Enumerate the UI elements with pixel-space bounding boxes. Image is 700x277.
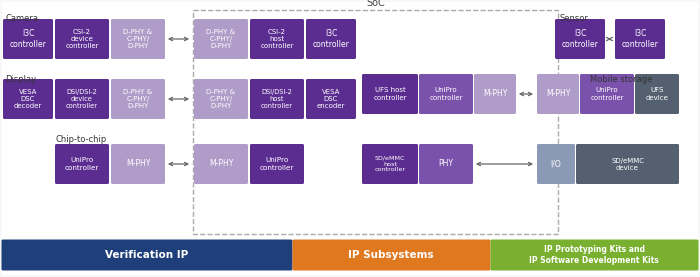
Text: VESA
DSC
encoder: VESA DSC encoder — [317, 89, 345, 109]
FancyBboxPatch shape — [55, 19, 109, 59]
Text: IP Subsystems: IP Subsystems — [348, 250, 434, 260]
Text: M-PHY: M-PHY — [126, 160, 150, 168]
FancyBboxPatch shape — [111, 79, 165, 119]
Text: D-PHY &
C-PHY/
D-PHY: D-PHY & C-PHY/ D-PHY — [123, 89, 153, 109]
FancyBboxPatch shape — [250, 79, 304, 119]
Text: DSI/DSI-2
device
controller: DSI/DSI-2 device controller — [66, 89, 98, 109]
Text: Camera: Camera — [5, 14, 38, 23]
Text: Verification IP: Verification IP — [106, 250, 188, 260]
Text: SD/eMMC
host
controller: SD/eMMC host controller — [374, 156, 405, 172]
Text: SD/eMMC
device: SD/eMMC device — [611, 158, 644, 171]
FancyBboxPatch shape — [580, 74, 634, 114]
Text: Mobile storage: Mobile storage — [590, 75, 652, 84]
Text: I3C
controller: I3C controller — [622, 29, 659, 49]
FancyBboxPatch shape — [491, 240, 699, 271]
FancyBboxPatch shape — [362, 74, 418, 114]
FancyBboxPatch shape — [111, 144, 165, 184]
Text: UFS host
controller: UFS host controller — [373, 88, 407, 101]
FancyBboxPatch shape — [1, 240, 293, 271]
FancyBboxPatch shape — [55, 79, 109, 119]
FancyBboxPatch shape — [474, 74, 516, 114]
Text: UniPro
controller: UniPro controller — [429, 88, 463, 101]
Text: Sensor: Sensor — [560, 14, 589, 23]
Text: D-PHY &
C-PHY/
D-PHY: D-PHY & C-PHY/ D-PHY — [206, 89, 236, 109]
FancyBboxPatch shape — [194, 19, 248, 59]
FancyBboxPatch shape — [111, 19, 165, 59]
FancyBboxPatch shape — [3, 79, 53, 119]
Text: D-PHY &
C-PHY/
D-PHY: D-PHY & C-PHY/ D-PHY — [123, 29, 153, 49]
FancyBboxPatch shape — [615, 19, 665, 59]
FancyBboxPatch shape — [306, 79, 356, 119]
Text: DSI/DSI-2
host
controller: DSI/DSI-2 host controller — [261, 89, 293, 109]
Text: Display: Display — [5, 75, 36, 84]
Text: M-PHY: M-PHY — [483, 89, 507, 99]
Text: UniPro
controller: UniPro controller — [64, 158, 99, 171]
Text: IP Prototyping Kits and
IP Software Development Kits: IP Prototyping Kits and IP Software Deve… — [529, 245, 659, 265]
FancyBboxPatch shape — [55, 144, 109, 184]
FancyBboxPatch shape — [419, 74, 473, 114]
FancyBboxPatch shape — [194, 144, 248, 184]
FancyBboxPatch shape — [250, 144, 304, 184]
Text: I3C
controller: I3C controller — [561, 29, 598, 49]
FancyBboxPatch shape — [419, 144, 473, 184]
Text: CSI-2
device
controller: CSI-2 device controller — [65, 29, 99, 49]
Text: UFS
device: UFS device — [645, 88, 668, 101]
Text: M-PHY: M-PHY — [546, 89, 570, 99]
Text: M-PHY: M-PHY — [209, 160, 233, 168]
FancyBboxPatch shape — [306, 19, 356, 59]
FancyBboxPatch shape — [362, 144, 418, 184]
Text: UniPro
controller: UniPro controller — [260, 158, 294, 171]
Text: PHY: PHY — [438, 160, 454, 168]
Text: I/O: I/O — [551, 160, 561, 168]
FancyBboxPatch shape — [293, 240, 491, 271]
FancyBboxPatch shape — [3, 19, 53, 59]
Text: D-PHY &
C-PHY/
D-PHY: D-PHY & C-PHY/ D-PHY — [206, 29, 236, 49]
FancyBboxPatch shape — [576, 144, 679, 184]
FancyBboxPatch shape — [194, 79, 248, 119]
Text: I3C
controller: I3C controller — [10, 29, 46, 49]
Text: SoC: SoC — [366, 0, 385, 8]
FancyBboxPatch shape — [555, 19, 605, 59]
Text: CSI-2
host
controller: CSI-2 host controller — [260, 29, 294, 49]
Text: Chip-to-chip: Chip-to-chip — [55, 135, 106, 144]
FancyBboxPatch shape — [250, 19, 304, 59]
FancyBboxPatch shape — [537, 74, 579, 114]
Text: I3C
controller: I3C controller — [313, 29, 349, 49]
FancyBboxPatch shape — [635, 74, 679, 114]
Bar — [193, 10, 558, 234]
Text: UniPro
controller: UniPro controller — [590, 88, 624, 101]
FancyBboxPatch shape — [537, 144, 575, 184]
Text: VESA
DSC
decoder: VESA DSC decoder — [14, 89, 42, 109]
